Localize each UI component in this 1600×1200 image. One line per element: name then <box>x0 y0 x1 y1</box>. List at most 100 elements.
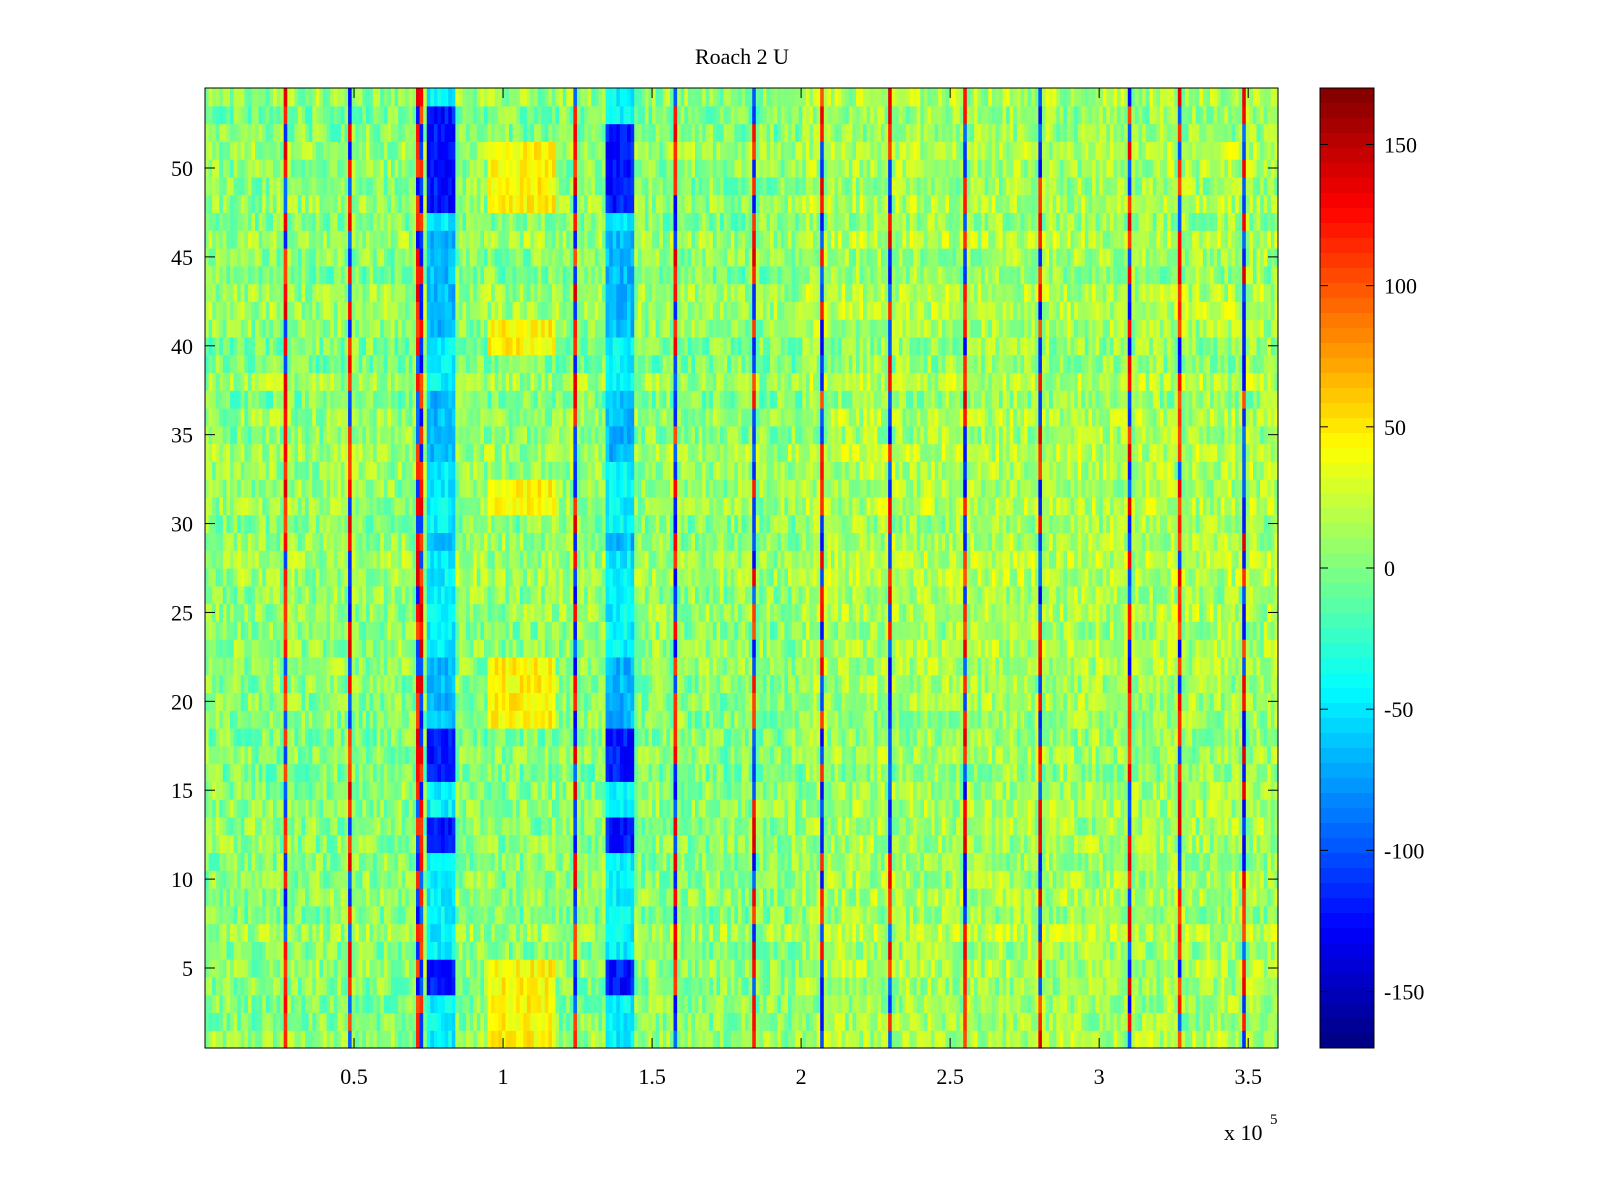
heatmap-cell <box>816 1030 821 1049</box>
heatmap-cell <box>505 1030 510 1049</box>
heatmap-cell <box>466 976 471 996</box>
heatmap-cell <box>498 888 503 907</box>
heatmap-cell <box>873 941 879 960</box>
heatmap-cell <box>594 799 600 818</box>
heatmap-cell <box>1249 799 1254 818</box>
heatmap-cell <box>891 781 896 800</box>
heatmap-cell <box>380 781 385 800</box>
heatmap-cell <box>1081 959 1086 978</box>
heatmap-cell <box>1245 816 1250 836</box>
heatmap-cell <box>630 781 635 800</box>
heatmap-cell <box>927 976 932 996</box>
heatmap-cell <box>945 888 950 907</box>
heatmap-cell <box>705 994 710 1014</box>
heatmap-cell <box>1252 941 1258 960</box>
heatmap-cell <box>276 799 281 818</box>
heatmap-cell <box>695 745 700 765</box>
heatmap-cell <box>1167 1012 1172 1031</box>
heatmap-cell <box>877 799 882 818</box>
heatmap-cell <box>945 923 950 942</box>
heatmap-cell <box>555 976 560 996</box>
heatmap-cell <box>823 888 828 907</box>
heatmap-cell <box>466 994 471 1014</box>
heatmap-cell <box>480 888 485 907</box>
heatmap-cell <box>569 1030 574 1049</box>
heatmap-cell <box>448 1030 453 1049</box>
heatmap-cell <box>1256 976 1261 996</box>
heatmap-cell <box>770 763 775 782</box>
heatmap-cell <box>1174 781 1179 800</box>
heatmap-cell <box>1252 1012 1258 1031</box>
heatmap-cell <box>312 816 317 836</box>
heatmap-cell <box>766 763 771 782</box>
heatmap-cell <box>390 745 396 765</box>
heatmap-cell <box>652 1012 657 1031</box>
heatmap-cell <box>730 834 735 854</box>
heatmap-cell <box>383 959 389 978</box>
heatmap-cell <box>1077 976 1082 996</box>
heatmap-cell <box>880 959 886 978</box>
heatmap-cell <box>551 941 557 960</box>
heatmap-cell <box>444 905 449 925</box>
heatmap-cell <box>405 799 410 818</box>
heatmap-cell <box>759 941 764 960</box>
heatmap-cell <box>1163 941 1168 960</box>
heatmap-cell <box>898 763 904 782</box>
heatmap-cell <box>369 834 374 854</box>
heatmap-cell <box>1185 923 1190 942</box>
heatmap-cell <box>827 799 832 818</box>
heatmap-cell <box>820 763 825 782</box>
heatmap-cell <box>551 763 557 782</box>
heatmap-cell <box>766 1012 771 1031</box>
heatmap-cell <box>1052 763 1057 782</box>
heatmap-cell <box>995 923 1000 942</box>
heatmap-cell <box>619 745 625 765</box>
heatmap-cell <box>705 745 710 765</box>
heatmap-cell <box>666 745 671 765</box>
heatmap-cell <box>795 870 800 889</box>
heatmap-cell <box>984 799 989 818</box>
heatmap-cell <box>1170 905 1175 925</box>
heatmap-cell <box>695 941 700 960</box>
heatmap-cell <box>523 834 528 854</box>
heatmap-cell <box>426 852 431 871</box>
heatmap-cell <box>509 923 514 942</box>
heatmap-cell <box>695 923 700 942</box>
heatmap-cell <box>966 816 972 836</box>
heatmap-cell <box>709 959 714 978</box>
heatmap-cell <box>373 976 378 996</box>
heatmap-cell <box>1213 923 1218 942</box>
heatmap-cell <box>906 852 911 871</box>
heatmap-cell <box>230 799 235 818</box>
heatmap-cell <box>480 1012 485 1031</box>
heatmap-cell <box>1131 1012 1136 1031</box>
heatmap-cell <box>723 1012 728 1031</box>
heatmap-cell <box>569 923 574 942</box>
heatmap-cell <box>959 976 964 996</box>
heatmap-cell <box>1102 976 1107 996</box>
heatmap-cell <box>294 834 299 854</box>
heatmap-cell <box>737 941 743 960</box>
heatmap-cell <box>458 799 464 818</box>
heatmap-cell <box>573 959 578 978</box>
heatmap-cell <box>956 834 961 854</box>
heatmap-cell <box>652 799 657 818</box>
heatmap-cell <box>1185 959 1190 978</box>
heatmap-cell <box>1181 834 1186 854</box>
heatmap-cell <box>1084 959 1090 978</box>
heatmap-cell <box>759 1012 764 1031</box>
heatmap-cell <box>1195 976 1200 996</box>
heatmap-cell <box>323 1030 328 1049</box>
heatmap-cell <box>380 816 385 836</box>
heatmap-cell <box>795 905 800 925</box>
heatmap-cell <box>923 870 929 889</box>
heatmap-cell <box>820 976 825 996</box>
heatmap-cell <box>205 834 210 854</box>
heatmap-cell <box>501 1012 507 1031</box>
heatmap-cell <box>1192 994 1197 1014</box>
heatmap-cell <box>265 923 270 942</box>
heatmap-cell <box>1131 905 1136 925</box>
heatmap-cell <box>1106 923 1111 942</box>
heatmap-cell <box>1220 1030 1225 1049</box>
heatmap-cell <box>222 834 228 854</box>
